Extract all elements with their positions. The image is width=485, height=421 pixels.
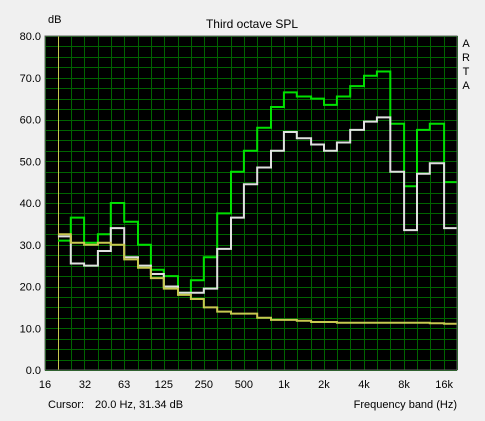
- x-tick-label: 1k: [278, 379, 290, 391]
- brand-letter-2: R: [462, 52, 470, 64]
- x-tick-label: 500: [235, 379, 253, 391]
- x-tick-label: 63: [118, 379, 130, 391]
- x-axis-caption: Frequency band (Hz): [354, 399, 457, 411]
- plot-border: [44, 35, 458, 371]
- brand-letter-1: A: [462, 38, 470, 50]
- brand-letter-3: T: [463, 66, 470, 78]
- y-tick-label: 10.0: [20, 323, 41, 335]
- y-tick-label: 80.0: [20, 31, 41, 43]
- y-tick-label: 20.0: [20, 282, 41, 294]
- arta-brand: A R T A: [462, 38, 470, 92]
- x-tick-label: 250: [195, 379, 213, 391]
- y-unit-label: dB: [48, 14, 61, 26]
- y-tick-label: 0.0: [26, 365, 41, 377]
- x-tick-label: 32: [79, 379, 91, 391]
- series-line-3: [57, 233, 457, 325]
- y-tick-label: 50.0: [20, 156, 41, 168]
- series-layer: [57, 70, 457, 325]
- grid-lines: [45, 36, 458, 371]
- y-tick-label: 70.0: [20, 73, 41, 85]
- x-tick-label: 125: [155, 379, 173, 391]
- cursor-label: Cursor:: [48, 399, 84, 411]
- y-tick-label: 30.0: [20, 240, 41, 252]
- brand-letter-4: A: [462, 80, 470, 92]
- chart-title: Third octave SPL: [206, 17, 298, 31]
- cursor-readout: 20.0 Hz, 31.34 dB: [95, 399, 183, 411]
- y-tick-label: 60.0: [20, 115, 41, 127]
- series-line-1: [57, 70, 457, 294]
- y-tick-label: 40.0: [20, 198, 41, 210]
- x-axis-ticks: 16 32 63 125 250 500 1k 2k 4k 8k 16k: [39, 379, 454, 391]
- x-tick-label: 4k: [358, 379, 370, 391]
- x-tick-label: 16k: [435, 379, 453, 391]
- x-tick-label: 8k: [398, 379, 410, 391]
- x-tick-label: 16: [39, 379, 51, 391]
- x-tick-label: 2k: [318, 379, 330, 391]
- y-axis-ticks: 0.0 10.0 20.0 30.0 40.0 50.0 60.0 70.0 80.0: [20, 31, 41, 377]
